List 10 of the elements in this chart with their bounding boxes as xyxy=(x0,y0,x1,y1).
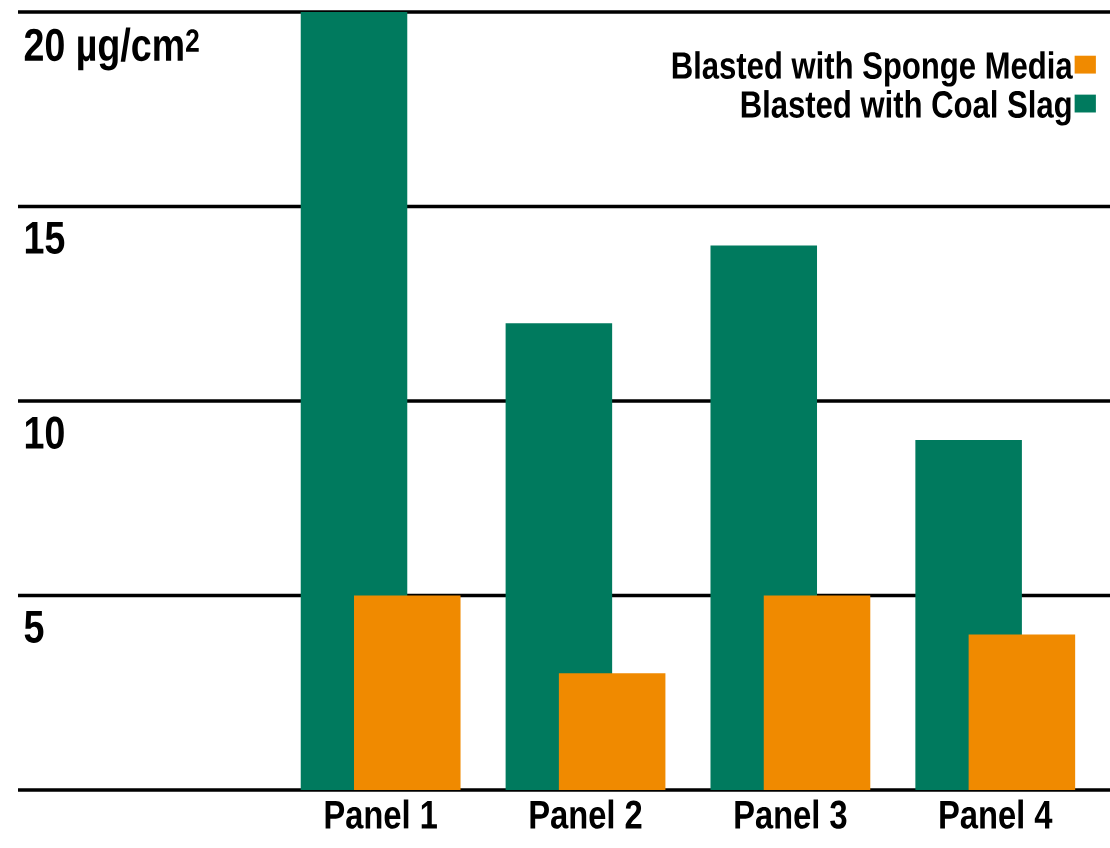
x-tick-label: Panel 3 xyxy=(735,799,847,829)
y-tick-label: 20 µg/cm$^{2}$ xyxy=(24,27,199,71)
legend-label: Blasted with Coal Slag xyxy=(741,90,1071,126)
y-tick-label: 15 xyxy=(25,222,65,254)
y-tick-label: 5 xyxy=(24,611,44,643)
legend-label: Blasted with Sponge Media xyxy=(672,51,1073,87)
y-tick-label: 10 xyxy=(25,416,64,449)
x-tick-label: Panel 4 xyxy=(940,799,1053,829)
x-tick-label: Panel 1 xyxy=(325,799,437,829)
x-tick-label: Panel 2 xyxy=(530,799,642,829)
